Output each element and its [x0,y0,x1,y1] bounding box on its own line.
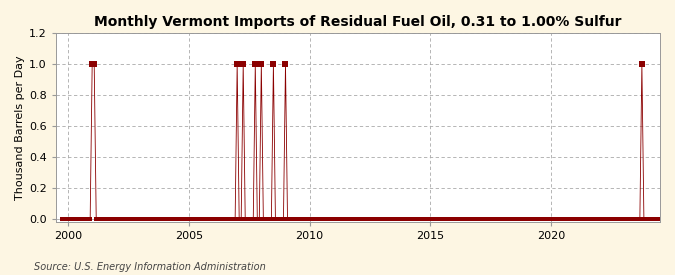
Y-axis label: Thousand Barrels per Day: Thousand Barrels per Day [15,55,25,200]
Text: Source: U.S. Energy Information Administration: Source: U.S. Energy Information Administ… [34,262,265,272]
Title: Monthly Vermont Imports of Residual Fuel Oil, 0.31 to 1.00% Sulfur: Monthly Vermont Imports of Residual Fuel… [95,15,622,29]
